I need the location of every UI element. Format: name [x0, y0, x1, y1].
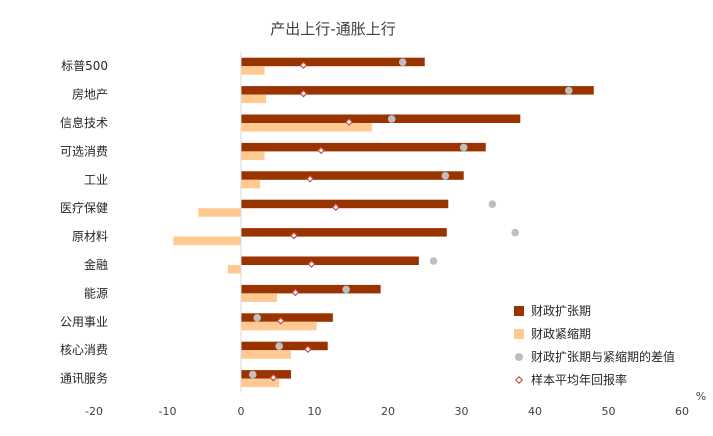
bar-contraction — [198, 208, 241, 217]
bar-contraction — [241, 293, 278, 302]
x-tick-label: 50 — [602, 405, 616, 418]
bar-contraction — [241, 66, 265, 75]
average-return-marker — [291, 288, 300, 297]
bar-contraction — [173, 236, 241, 246]
category-label: 信息技术 — [60, 115, 108, 130]
bar-expansion — [241, 228, 447, 237]
legend-label: 样本平均年回报率 — [531, 372, 627, 387]
category-label: 金融 — [84, 257, 108, 272]
chart-title: 产出上行-通胀上行 — [270, 20, 395, 38]
category-labels: 标普500 房地产信息技术可选消费工业医疗保健原材料金融能源公用事业核心消费通讯服… — [60, 59, 108, 385]
x-tick-label: 30 — [455, 405, 469, 418]
legend-label: 财政紧缩期 — [531, 326, 591, 341]
bar-expansion — [241, 284, 381, 294]
category-label: 原材料 — [72, 230, 108, 244]
legend-swatch — [514, 375, 524, 385]
category-label: 标普500 — [61, 59, 108, 73]
difference-marker — [441, 172, 450, 180]
bar-contraction — [241, 151, 265, 160]
average-return-marker — [290, 231, 298, 240]
bar-expansion — [241, 370, 291, 379]
average-return-marker — [345, 118, 353, 126]
category-label: 医疗保健 — [60, 201, 108, 215]
category-label: 通讯服务 — [60, 371, 108, 386]
average-return-marker — [331, 203, 340, 212]
bar-contraction — [241, 321, 317, 331]
difference-marker — [387, 115, 396, 123]
difference-marker — [511, 228, 519, 237]
difference-marker — [429, 257, 438, 265]
bar-expansion — [241, 114, 521, 123]
average-return-marker — [307, 260, 316, 268]
x-tick-label: -20 — [85, 405, 103, 418]
category-label: 可选消费 — [60, 144, 108, 158]
average-return-marker — [317, 146, 325, 155]
average-return-marker — [299, 89, 308, 98]
bar-expansion — [241, 57, 425, 67]
difference-marker — [565, 86, 573, 95]
average-return-marker — [306, 174, 314, 183]
bar-expansion — [241, 256, 419, 265]
bar-expansion — [241, 199, 449, 209]
legend-swatch — [515, 353, 523, 361]
average-return-marker — [304, 345, 312, 354]
x-tick-label: 40 — [528, 405, 542, 418]
difference-marker — [248, 370, 257, 379]
legend-swatch — [514, 329, 524, 339]
bars — [173, 57, 594, 388]
x-tick-label: 60 — [675, 405, 689, 418]
bar-contraction — [241, 179, 261, 189]
difference-marker — [488, 200, 497, 208]
bar-contraction — [241, 378, 280, 388]
x-tick-labels: -20 -10 0 10 20 30 40 50 60 — [85, 405, 689, 418]
x-tick-label: 10 — [308, 405, 322, 418]
average-return-marker — [299, 61, 308, 70]
legend-label: 财政扩张期 — [531, 304, 591, 318]
bar-expansion — [241, 142, 486, 152]
difference-marker — [342, 285, 350, 294]
category-label: 公用事业 — [60, 315, 108, 329]
markers — [248, 58, 573, 382]
difference-marker — [398, 58, 407, 66]
category-label: 工业 — [84, 173, 108, 187]
bar-contraction — [241, 123, 372, 132]
bar-contraction — [241, 350, 291, 359]
difference-marker — [253, 314, 261, 322]
category-label: 能源 — [84, 286, 108, 300]
legend-label: 财政扩张期与紧缩期的差值 — [531, 349, 675, 364]
bar-contraction — [227, 265, 241, 274]
difference-marker — [459, 143, 468, 152]
x-tick-label: 0 — [238, 405, 245, 418]
x-tick-label: 20 — [381, 405, 395, 418]
x-tick-label: -10 — [159, 405, 177, 418]
average-return-marker — [276, 316, 285, 325]
x-axis-unit: % — [696, 390, 706, 403]
category-label: 核心消费 — [60, 343, 108, 357]
bar-expansion — [241, 341, 328, 351]
average-return-marker — [269, 373, 278, 382]
legend-swatch — [514, 306, 524, 316]
bar-expansion — [241, 86, 594, 95]
bar-expansion — [241, 171, 464, 180]
difference-marker — [275, 342, 284, 351]
bar-expansion — [241, 313, 333, 322]
bar-contraction — [241, 94, 266, 104]
category-label: 房地产 — [72, 87, 108, 102]
